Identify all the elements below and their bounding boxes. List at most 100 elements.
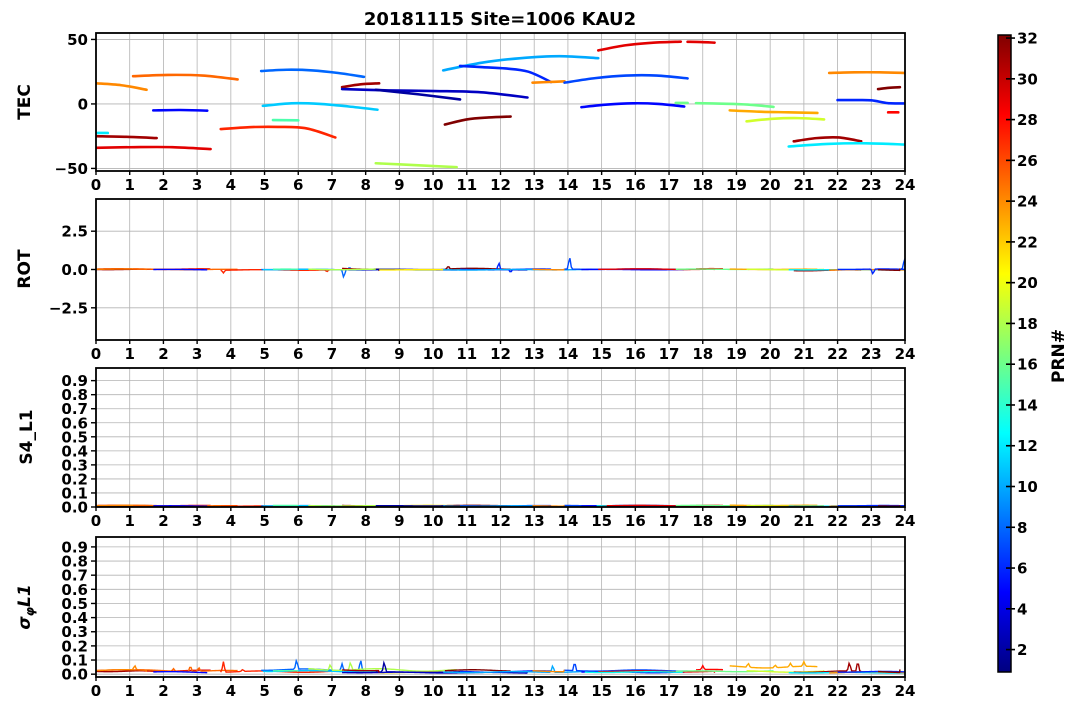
tec-arc-prn18 (374, 161, 458, 169)
y-tick-label: 0.2 (61, 470, 88, 488)
panel-tec: 0 1 2 3 4 5 6 7 8 9 10 11 12 13 14 15 16 17 18 19 20 21 22 23 24… (55, 31, 916, 194)
x-tick-label: 20 (760, 176, 781, 194)
rot-trace-prn32 (878, 268, 901, 272)
x-tick-label: 9 (394, 345, 404, 363)
colorbar-label: PRN# (1049, 329, 1069, 383)
colorbar-tick-label: 30 (1017, 70, 1038, 88)
x-tick-label: 12 (490, 176, 511, 194)
x-tick-label: 9 (394, 682, 404, 700)
x-tick-label: 23 (861, 682, 882, 700)
tec-arc-prn16 (694, 101, 775, 109)
tec-arc-prn7 (563, 73, 689, 84)
tec-arc-prn31 (96, 134, 158, 140)
sig-trace-prn15 (272, 669, 299, 673)
sig-trace-prn13 (584, 671, 684, 674)
x-tick-label: 13 (524, 682, 545, 700)
x-tick-label: 7 (327, 682, 337, 700)
tec-arc-prn3 (340, 87, 529, 99)
x-tick-label: 10 (423, 512, 444, 530)
y-tick-label: 0 (78, 95, 88, 113)
tec-arc-prn6 (836, 98, 905, 105)
tec-arc-prn6 (458, 64, 553, 84)
tec-ylabel: TEC (15, 84, 35, 120)
x-tick-label: 15 (591, 682, 612, 700)
sig-trace-prn10 (443, 664, 599, 674)
x-tick-label: 5 (259, 512, 269, 530)
y-tick-label: 50 (67, 31, 88, 49)
x-tick-label: 24 (895, 682, 916, 700)
panel-sig: 0 1 2 3 4 5 6 7 8 9 10 11 12 13 14 15 16 17 18 19 20 21 22 23 24… (61, 536, 916, 700)
x-tick-label: 23 (861, 345, 882, 363)
x-tick-label: 0 (91, 512, 101, 530)
x-tick-label: 5 (259, 682, 269, 700)
x-tick-label: 15 (591, 512, 612, 530)
sig-trace-prn23 (729, 659, 818, 669)
x-tick-label: 10 (423, 345, 444, 363)
rot-data (96, 258, 905, 279)
colorbar-tick-label: 24 (1017, 193, 1038, 211)
x-tick-label: 15 (591, 176, 612, 194)
x-tick-label: 23 (861, 512, 882, 530)
x-tick-label: 20 (760, 512, 781, 530)
x-tick-label: 2 (158, 682, 168, 700)
x-tick-label: 5 (259, 345, 269, 363)
sig-trace-prn6 (837, 670, 905, 673)
x-tick-label: 15 (591, 345, 612, 363)
colorbar-tick-label: 18 (1017, 315, 1038, 333)
x-tick-label: 1 (124, 512, 134, 530)
rot-ylabel: ROT (15, 249, 35, 289)
y-tick-label: 2.5 (61, 223, 88, 241)
x-tick-label: 22 (827, 682, 848, 700)
x-tick-label: 24 (895, 512, 916, 530)
tec-arc-prn24 (827, 70, 905, 75)
x-tick-label: 14 (557, 176, 578, 194)
x-tick-label: 16 (625, 512, 646, 530)
y-tick-label: 0.7 (61, 567, 88, 585)
x-tick-label: 0 (91, 176, 101, 194)
x-tick-label: 6 (293, 682, 303, 700)
x-tick-label: 7 (327, 176, 337, 194)
colorbar-tick-label: 6 (1017, 560, 1027, 578)
sig-trace-prn24 (532, 669, 566, 673)
tec-arc-prn5 (580, 101, 686, 109)
colorbar-tick-label: 10 (1017, 478, 1038, 496)
x-tick-label: 18 (692, 682, 713, 700)
y-tick-label: 0.6 (61, 581, 88, 599)
x-tick-label: 6 (293, 512, 303, 530)
x-tick-label: 11 (456, 176, 477, 194)
x-tick-label: 12 (490, 682, 511, 700)
x-tick-label: 2 (158, 512, 168, 530)
x-tick-label: 21 (793, 682, 814, 700)
tec-arc-prn29 (686, 40, 716, 44)
x-tick-label: 5 (259, 176, 269, 194)
panel-rot: 0 1 2 3 4 5 6 7 8 9 10 11 12 13 14 15 16 17 18 19 20 21 22 23 24… (49, 198, 915, 363)
sig-trace-prn28 (695, 664, 723, 671)
tec-arc-prn19 (745, 116, 826, 123)
x-tick-label: 17 (659, 345, 680, 363)
x-tick-label: 23 (861, 176, 882, 194)
colorbar-tick-label: 4 (1017, 600, 1027, 618)
tec-arc-prn8 (259, 68, 366, 79)
sig-trace-prn31 (342, 669, 380, 673)
x-tick-label: 24 (895, 176, 916, 194)
plot-title: 20181115 Site=1006 KAU2 (364, 9, 636, 30)
tec-arc-prn12 (787, 141, 905, 148)
tec-arc-prn32 (876, 85, 902, 91)
x-tick-label: 21 (793, 176, 814, 194)
x-tick-label: 16 (625, 682, 646, 700)
colorbar-tick-label: 20 (1017, 274, 1038, 292)
sig-trace-prn32 (877, 669, 901, 674)
rot-trace-prn24 (532, 268, 566, 271)
y-tick-label: 0.8 (61, 553, 88, 571)
x-tick-label: 8 (360, 176, 370, 194)
x-tick-label: 19 (726, 512, 747, 530)
tec-arc-prn23 (728, 109, 819, 115)
x-tick-label: 2 (158, 345, 168, 363)
panel-s4: 0 1 2 3 4 5 6 7 8 9 10 11 12 13 14 15 16 17 18 19 20 21 22 23 24… (61, 367, 916, 530)
sig-data (96, 658, 905, 674)
x-tick-label: 10 (423, 682, 444, 700)
x-tick-label: 2 (158, 176, 168, 194)
colorbar-tick-label: 26 (1017, 152, 1038, 170)
